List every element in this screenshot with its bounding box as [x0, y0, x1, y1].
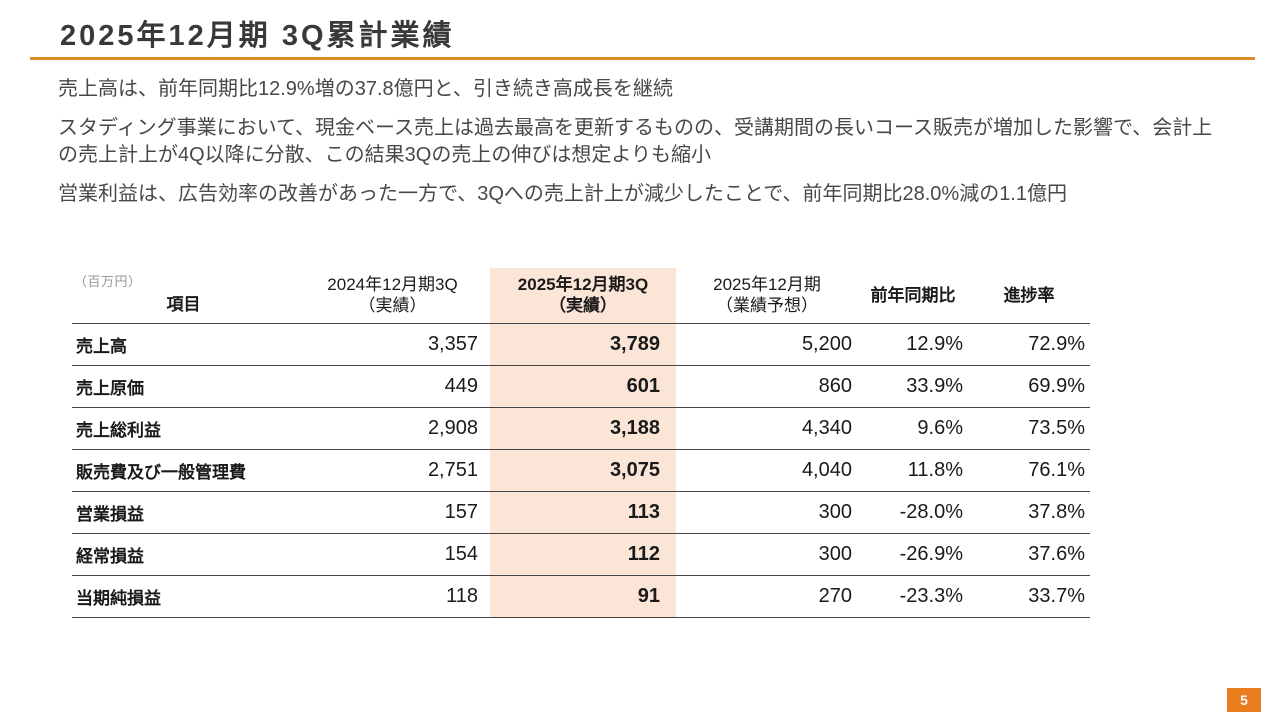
cell-fy2024-3q: 157	[295, 491, 490, 534]
cell-fy2025-3q: 601	[490, 365, 676, 408]
cell-fy2025-forecast: 4,040	[676, 449, 858, 492]
cell-fy2025-3q: 3,075	[490, 449, 676, 492]
cell-fy2024-3q: 118	[295, 575, 490, 618]
col-header-item: 項目	[72, 268, 295, 324]
col-header-label: 2025年12月期	[713, 275, 821, 295]
row-label: 売上総利益	[72, 407, 295, 450]
col-header-sublabel: （業績予想）	[716, 296, 818, 316]
col-header-sublabel: （実績）	[358, 296, 427, 316]
cell-progress: 33.7%	[968, 575, 1090, 618]
row-label: 販売費及び一般管理費	[72, 449, 295, 492]
cell-progress: 69.9%	[968, 365, 1090, 408]
table-row: 売上総利益 2,908 3,188 4,340 9.6% 73.5%	[72, 407, 1090, 450]
cell-fy2025-forecast: 300	[676, 533, 858, 576]
cell-yoy: -23.3%	[858, 575, 968, 618]
summary-paragraph: 売上高は、前年同期比12.9%増の37.8億円と、引き続き高成長を継続	[58, 78, 673, 100]
col-header-label: 2025年12月期3Q	[517, 275, 649, 295]
cell-fy2025-forecast: 4,340	[676, 407, 858, 450]
table-row: 売上原価 449 601 860 33.9% 69.9%	[72, 365, 1090, 408]
page-number-badge: 5	[1227, 688, 1261, 712]
cell-fy2025-3q: 112	[490, 533, 676, 576]
cell-progress: 37.6%	[968, 533, 1090, 576]
col-header-fy2024-3q: 2024年12月期3Q （実績）	[295, 268, 490, 324]
cell-yoy: 11.8%	[858, 449, 968, 492]
cell-fy2024-3q: 2,751	[295, 449, 490, 492]
title-underline	[30, 57, 1255, 60]
cell-fy2025-forecast: 300	[676, 491, 858, 534]
col-header-label: 2024年12月期3Q	[327, 275, 458, 295]
page-title: 2025年12月期 3Q累計業績	[60, 20, 455, 52]
col-header-fy2025-3q: 2025年12月期3Q （実績）	[490, 268, 676, 324]
cell-progress: 72.9%	[968, 323, 1090, 366]
row-label: 営業損益	[72, 491, 295, 534]
cell-fy2025-3q: 3,789	[490, 323, 676, 366]
row-label: 売上高	[72, 323, 295, 366]
col-header-fy2025-forecast: 2025年12月期 （業績予想）	[676, 268, 858, 324]
cell-fy2025-3q: 3,188	[490, 407, 676, 450]
row-label: 売上原価	[72, 365, 295, 408]
table-row: 営業損益 157 113 300 -28.0% 37.8%	[72, 491, 1090, 534]
cell-fy2024-3q: 3,357	[295, 323, 490, 366]
financial-results-table: 項目 2024年12月期3Q （実績） 2025年12月期3Q （実績） 202…	[72, 268, 1090, 618]
cell-fy2024-3q: 449	[295, 365, 490, 408]
cell-fy2025-forecast: 860	[676, 365, 858, 408]
cell-progress: 37.8%	[968, 491, 1090, 534]
table-row: 販売費及び一般管理費 2,751 3,075 4,040 11.8% 76.1%	[72, 449, 1090, 492]
col-header-progress: 進捗率	[968, 268, 1090, 324]
table-row: 売上高 3,357 3,789 5,200 12.9% 72.9%	[72, 323, 1090, 366]
cell-fy2025-forecast: 5,200	[676, 323, 858, 366]
cell-fy2024-3q: 154	[295, 533, 490, 576]
col-header-sublabel: （実績）	[549, 296, 617, 316]
table-header-row: 項目 2024年12月期3Q （実績） 2025年12月期3Q （実績） 202…	[72, 268, 1090, 324]
cell-yoy: 12.9%	[858, 323, 968, 366]
row-label: 当期純損益	[72, 575, 295, 618]
cell-progress: 73.5%	[968, 407, 1090, 450]
cell-yoy: 9.6%	[858, 407, 968, 450]
table-row: 経常損益 154 112 300 -26.9% 37.6%	[72, 533, 1090, 576]
cell-fy2024-3q: 2,908	[295, 407, 490, 450]
cell-fy2025-3q: 113	[490, 491, 676, 534]
row-label: 経常損益	[72, 533, 295, 576]
cell-yoy: -28.0%	[858, 491, 968, 534]
col-header-yoy: 前年同期比	[858, 268, 968, 324]
summary-section: 売上高は、前年同期比12.9%増の37.8億円と、引き続き高成長を継続 スタディ…	[58, 76, 1223, 220]
cell-yoy: 33.9%	[858, 365, 968, 408]
summary-paragraph: 営業利益は、広告効率の改善があった一方で、3Qへの売上計上が減少したことで、前年…	[58, 183, 1067, 205]
cell-fy2025-3q: 91	[490, 575, 676, 618]
cell-fy2025-forecast: 270	[676, 575, 858, 618]
table-row: 当期純損益 118 91 270 -23.3% 33.7%	[72, 575, 1090, 618]
summary-paragraph: スタディング事業において、現金ベース売上は過去最高を更新するものの、受講期間の長…	[58, 117, 1213, 166]
cell-progress: 76.1%	[968, 449, 1090, 492]
cell-yoy: -26.9%	[858, 533, 968, 576]
